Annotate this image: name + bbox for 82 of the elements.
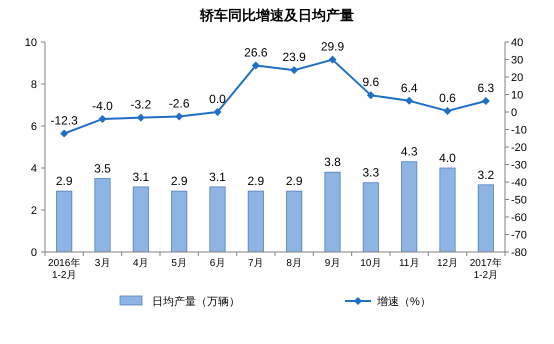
y-tick-label: 10 [24, 37, 37, 49]
data-label: 3.2 [477, 168, 494, 182]
point [328, 56, 336, 64]
bar [439, 168, 456, 252]
y2-tick-label: 40 [511, 37, 524, 49]
x-tick-label: 6月 [210, 258, 226, 269]
y2-tick-label: -30 [511, 160, 527, 172]
y2-tick-label: 30 [511, 54, 524, 66]
data-label: -12.3 [50, 114, 78, 128]
data-label: 3.5 [94, 162, 112, 176]
y-tick-label: 2 [30, 205, 37, 217]
y2-tick-label: -70 [511, 230, 527, 242]
y2-tick-label: -50 [511, 194, 527, 206]
bar [401, 161, 418, 252]
x-tick-label: 10月 [360, 258, 382, 269]
point [214, 108, 222, 116]
y-tick-label: 4 [30, 163, 37, 175]
bar [171, 190, 188, 252]
bar [132, 186, 149, 252]
x-tick-label: 2016年 1-2月 [48, 257, 80, 281]
bar [362, 182, 379, 252]
data-label: 3.1 [209, 170, 226, 184]
x-tick-label: 4月 [133, 258, 149, 269]
y2-tick-label: -60 [511, 212, 527, 224]
point [136, 114, 145, 122]
y2-tick-label: 20 [511, 72, 524, 84]
point [98, 115, 106, 123]
chart-title: 轿车同比增速及日均产量 [199, 7, 354, 23]
x-tick-label: 9月 [324, 258, 340, 269]
data-label: 2.9 [56, 174, 73, 188]
y2-tick-label: 10 [511, 90, 524, 102]
point [175, 112, 184, 121]
y2-tick-label: 0 [511, 107, 518, 119]
point [252, 61, 260, 70]
data-label: 2.9 [286, 174, 303, 188]
x-tick-label: 8月 [286, 258, 302, 269]
data-label: -2.6 [168, 96, 190, 111]
bar [286, 190, 302, 252]
legend-label: 增速（%） [376, 295, 431, 308]
data-label: 3.8 [324, 155, 342, 170]
bar [94, 178, 111, 252]
data-label: 4.0 [439, 151, 456, 165]
point [290, 66, 298, 74]
point [482, 96, 490, 105]
point [366, 91, 375, 100]
y-tick-label: 0 [30, 247, 37, 259]
y2-tick-label: -20 [511, 142, 527, 154]
x-tick-label: 2017年 1-2月 [470, 257, 502, 281]
data-label: 2.9 [247, 174, 264, 188]
x-tick-label: 11月 [398, 258, 420, 269]
y2-tick-label: -80 [511, 247, 527, 259]
data-label: 9.6 [362, 75, 380, 90]
data-label: 2.9 [170, 174, 188, 188]
legend-label: 日均产量（万辆） [152, 295, 240, 308]
bar [324, 172, 341, 252]
bar [478, 184, 494, 252]
data-label: 3.3 [362, 166, 380, 180]
bar [56, 190, 72, 252]
data-label: 26.6 [244, 45, 268, 60]
data-label: 0.6 [439, 90, 456, 105]
y-tick-label: 8 [30, 79, 37, 91]
bar [209, 186, 226, 252]
data-label: -4.0 [92, 99, 114, 113]
point [444, 106, 452, 115]
data-label: 6.3 [477, 80, 494, 95]
data-label: 29.9 [320, 40, 344, 54]
y-tick-label: 6 [30, 121, 37, 133]
data-label: 6.4 [400, 80, 418, 95]
x-tick-label: 7月 [248, 258, 264, 269]
x-tick-label: 3月 [94, 258, 110, 269]
data-label: 3.1 [132, 170, 150, 184]
x-tick-label: 12月 [436, 258, 458, 269]
y2-tick-label: -40 [511, 177, 527, 189]
data-label: -3.2 [130, 98, 152, 112]
point [405, 96, 414, 105]
x-tick-label: 5月 [171, 258, 187, 269]
bar [248, 190, 264, 252]
point [60, 130, 68, 138]
data-label: 23.9 [282, 50, 306, 64]
data-label: 0.0 [209, 92, 226, 106]
y2-tick-label: -10 [511, 124, 527, 136]
data-label: 4.3 [400, 144, 418, 159]
